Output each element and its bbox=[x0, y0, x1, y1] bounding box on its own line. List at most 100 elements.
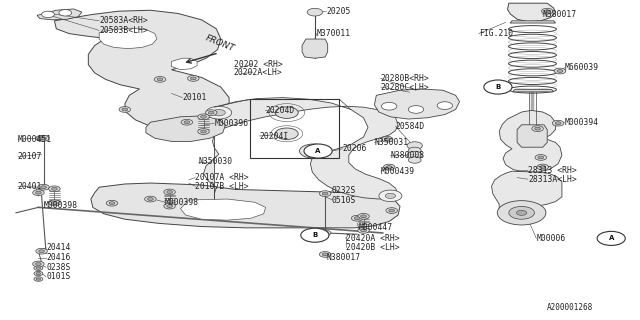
Text: M000394: M000394 bbox=[564, 118, 598, 127]
Text: 0101S: 0101S bbox=[46, 272, 70, 281]
Text: M370011: M370011 bbox=[317, 29, 351, 38]
Bar bbox=[307, 231, 323, 239]
Text: 20420B <LH>: 20420B <LH> bbox=[346, 243, 399, 252]
Circle shape bbox=[36, 267, 41, 269]
Text: 20205: 20205 bbox=[326, 7, 351, 16]
Circle shape bbox=[351, 215, 363, 221]
Text: 20280C<LH>: 20280C<LH> bbox=[381, 83, 429, 92]
Circle shape bbox=[535, 127, 540, 130]
Circle shape bbox=[407, 151, 422, 159]
Text: 20420A <RH>: 20420A <RH> bbox=[346, 234, 399, 243]
Text: 20107A <RH>: 20107A <RH> bbox=[195, 173, 249, 182]
Text: 28313A<LH>: 28313A<LH> bbox=[528, 175, 577, 184]
Circle shape bbox=[188, 76, 199, 81]
Circle shape bbox=[212, 109, 225, 116]
Circle shape bbox=[319, 191, 331, 196]
Circle shape bbox=[383, 164, 395, 170]
Polygon shape bbox=[508, 3, 556, 22]
Circle shape bbox=[36, 278, 41, 280]
Circle shape bbox=[42, 11, 54, 18]
Text: 20206: 20206 bbox=[342, 144, 367, 153]
Text: 20107B <LH>: 20107B <LH> bbox=[195, 182, 249, 191]
Circle shape bbox=[157, 78, 163, 81]
Circle shape bbox=[389, 209, 394, 212]
Circle shape bbox=[541, 8, 553, 14]
Text: 20107: 20107 bbox=[18, 152, 42, 161]
Circle shape bbox=[198, 129, 209, 134]
Circle shape bbox=[323, 253, 328, 256]
Circle shape bbox=[36, 135, 47, 141]
Text: 20416: 20416 bbox=[46, 253, 70, 262]
Circle shape bbox=[275, 107, 298, 118]
Circle shape bbox=[307, 8, 323, 16]
Text: 28313 <RH>: 28313 <RH> bbox=[528, 166, 577, 175]
Circle shape bbox=[33, 261, 44, 267]
Text: 20401: 20401 bbox=[18, 182, 42, 191]
Circle shape bbox=[52, 202, 58, 204]
Text: 20414: 20414 bbox=[46, 244, 70, 252]
Circle shape bbox=[198, 114, 209, 120]
Circle shape bbox=[408, 157, 421, 163]
Circle shape bbox=[201, 116, 206, 118]
Text: M00006: M00006 bbox=[536, 234, 566, 243]
Circle shape bbox=[164, 189, 175, 195]
Text: 0238S: 0238S bbox=[46, 263, 70, 272]
Text: M000447: M000447 bbox=[358, 223, 392, 232]
Polygon shape bbox=[54, 10, 229, 129]
Polygon shape bbox=[513, 90, 554, 92]
Circle shape bbox=[209, 111, 214, 114]
Circle shape bbox=[323, 192, 328, 195]
Circle shape bbox=[41, 137, 47, 140]
Circle shape bbox=[381, 102, 397, 110]
Circle shape bbox=[167, 190, 173, 193]
Circle shape bbox=[301, 228, 329, 242]
Circle shape bbox=[34, 266, 43, 270]
Text: 20583B<LH>: 20583B<LH> bbox=[99, 26, 148, 35]
Text: M000439: M000439 bbox=[381, 167, 415, 176]
Text: N350030: N350030 bbox=[198, 157, 232, 166]
Circle shape bbox=[387, 166, 392, 168]
Circle shape bbox=[381, 136, 393, 142]
Circle shape bbox=[437, 102, 452, 109]
Text: N380008: N380008 bbox=[390, 151, 424, 160]
Text: FIG.210: FIG.210 bbox=[479, 29, 513, 38]
Circle shape bbox=[184, 121, 189, 124]
Text: N380017: N380017 bbox=[543, 10, 577, 19]
Text: 20204I: 20204I bbox=[259, 132, 289, 140]
Circle shape bbox=[38, 135, 49, 141]
Polygon shape bbox=[91, 183, 400, 228]
Polygon shape bbox=[204, 98, 398, 200]
Circle shape bbox=[205, 110, 217, 116]
Circle shape bbox=[557, 70, 563, 73]
Circle shape bbox=[319, 230, 331, 236]
Circle shape bbox=[164, 203, 175, 209]
Circle shape bbox=[145, 196, 156, 202]
Circle shape bbox=[38, 184, 49, 190]
Circle shape bbox=[49, 200, 60, 206]
Text: B: B bbox=[312, 232, 317, 238]
Circle shape bbox=[41, 186, 47, 189]
Text: 0232S: 0232S bbox=[332, 186, 356, 195]
Polygon shape bbox=[492, 171, 562, 223]
Circle shape bbox=[154, 76, 166, 82]
Circle shape bbox=[323, 232, 328, 234]
Circle shape bbox=[35, 262, 41, 266]
Circle shape bbox=[538, 156, 543, 159]
Circle shape bbox=[407, 142, 422, 149]
Circle shape bbox=[358, 213, 369, 219]
Text: N350031: N350031 bbox=[374, 138, 408, 147]
Circle shape bbox=[532, 126, 543, 132]
Text: 20204D: 20204D bbox=[266, 106, 295, 115]
Polygon shape bbox=[499, 110, 562, 172]
Circle shape bbox=[106, 200, 118, 206]
Circle shape bbox=[119, 107, 131, 112]
Circle shape bbox=[597, 231, 625, 245]
Circle shape bbox=[33, 190, 44, 196]
Polygon shape bbox=[37, 9, 82, 20]
Bar bbox=[250, 99, 339, 158]
Text: M000398: M000398 bbox=[44, 201, 77, 210]
Circle shape bbox=[38, 250, 45, 253]
Text: 20583A<RH>: 20583A<RH> bbox=[99, 16, 148, 25]
Circle shape bbox=[275, 128, 298, 140]
Polygon shape bbox=[374, 89, 460, 119]
